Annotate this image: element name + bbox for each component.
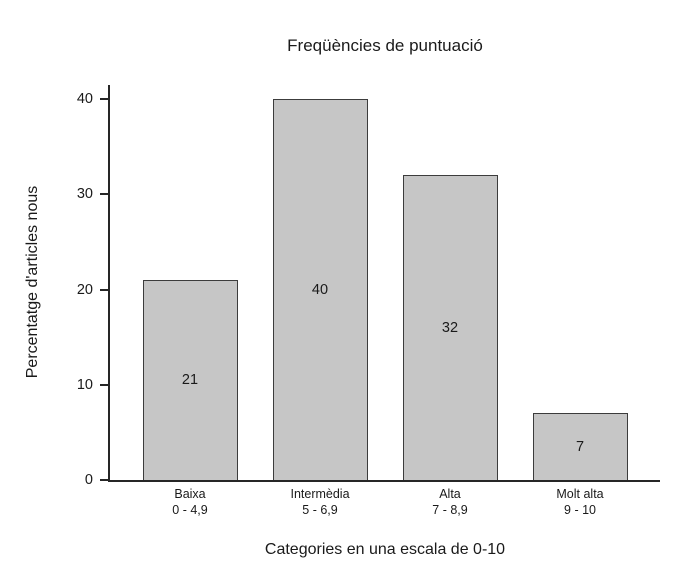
x-tick-label: Alta 7 - 8,9 — [385, 486, 515, 518]
bar-value-label: 21 — [181, 372, 199, 389]
category-range: 9 - 10 — [564, 503, 596, 517]
bar: 21 — [142, 279, 238, 480]
x-tick-label: Molt alta 9 - 10 — [515, 486, 645, 518]
y-tick-mark — [100, 98, 108, 100]
bar-value-label: 32 — [441, 320, 459, 337]
x-axis-line — [108, 480, 660, 482]
y-tick-label: 10 — [76, 376, 93, 393]
y-tick-label: 40 — [76, 91, 93, 107]
category-name: Molt alta — [556, 487, 604, 501]
category-name: Intermèdia — [290, 487, 350, 501]
bar: 32 — [402, 175, 498, 480]
x-tick-label: Baixa 0 - 4,9 — [125, 486, 255, 518]
y-tick-mark — [100, 193, 108, 196]
category-name: Alta — [439, 487, 461, 501]
y-tick-label: 0 — [84, 472, 93, 488]
x-axis-category-labels: Baixa 0 - 4,9 Intermèdia 5 - 6,9 Alta 7 - 8,9… — [110, 486, 660, 518]
bars-container: 21 40 32 7 — [110, 99, 660, 480]
bar-value-label: 40 — [311, 282, 329, 298]
category-range: 0 - 4,9 — [172, 503, 208, 517]
y-tick-mark — [100, 479, 108, 481]
bar: 7 — [532, 413, 628, 480]
y-axis-line — [108, 85, 110, 482]
y-tick-label: 30 — [76, 186, 93, 203]
category-range: 7 - 8,9 — [432, 503, 468, 517]
y-tick-mark — [100, 383, 108, 386]
bar-value-label: 7 — [575, 439, 585, 456]
x-tick-label: Intermèdia 5 - 6,9 — [255, 486, 385, 518]
y-axis-ticks: 0 10 20 30 40 — [77, 91, 660, 488]
x-axis-title: Categories en una escala de 0-10 — [264, 541, 506, 558]
category-name: Baixa — [174, 487, 206, 501]
category-range: 5 - 6,9 — [302, 503, 338, 517]
plot-area: 0 10 20 30 40 21 40 32 7 — [77, 85, 660, 488]
y-axis-label: Percentatge d'articles nous — [24, 185, 41, 379]
y-tick-label: 20 — [76, 281, 93, 298]
y-tick-mark — [100, 288, 108, 291]
bar: 40 — [272, 99, 368, 480]
chart-title: Freqüències de puntuació — [287, 36, 483, 55]
